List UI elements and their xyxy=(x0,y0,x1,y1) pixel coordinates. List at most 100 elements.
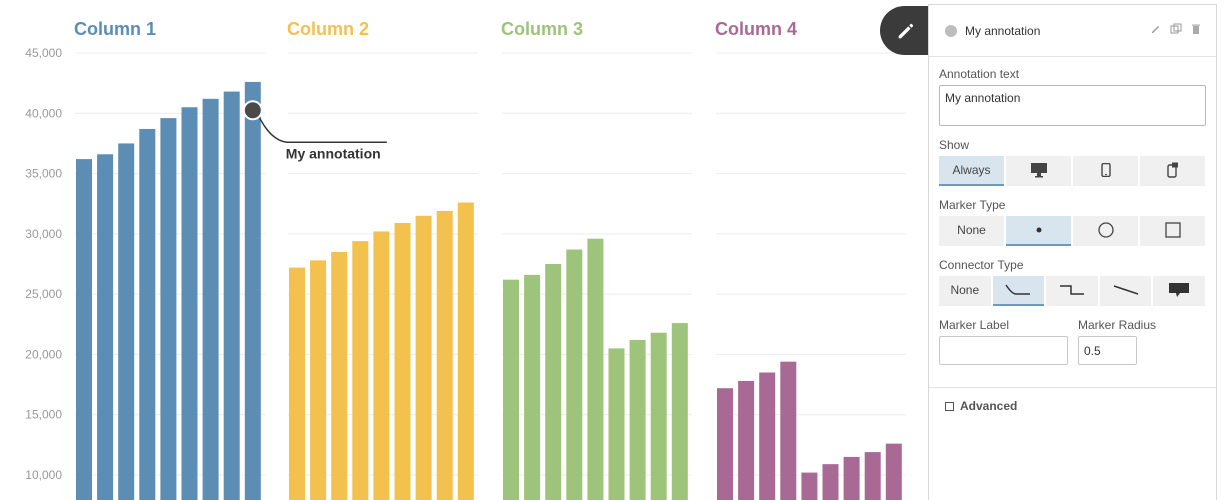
bar xyxy=(885,443,902,500)
panel-divider xyxy=(929,387,1216,388)
y-tick-label: 15,000 xyxy=(25,408,62,422)
connector-callout-option[interactable] xyxy=(1153,276,1205,306)
pencil-icon[interactable] xyxy=(1150,23,1162,37)
square-icon xyxy=(1164,222,1181,238)
connector-type-selector: None xyxy=(939,276,1205,306)
duplicate-icon[interactable] xyxy=(1170,23,1182,37)
annotation-label: My annotation xyxy=(286,145,381,161)
series-title: Column 3 xyxy=(501,19,583,39)
marker-type-label: Marker Type xyxy=(939,198,1006,212)
y-tick-label: 20,000 xyxy=(25,347,62,361)
show-selector: Always xyxy=(939,156,1205,186)
marker-circle-option[interactable] xyxy=(1073,216,1138,246)
series-title: Column 1 xyxy=(74,19,156,39)
bar xyxy=(202,98,219,500)
bar xyxy=(118,143,135,500)
annotation-text-input[interactable]: My annotation xyxy=(939,85,1206,126)
series-title: Column 2 xyxy=(287,19,369,39)
y-tick-label: 40,000 xyxy=(25,106,62,120)
annotation-text-label: Annotation text xyxy=(939,67,1020,81)
bar xyxy=(223,91,240,500)
bar xyxy=(181,107,198,500)
callout-icon xyxy=(1169,283,1190,297)
show-always-option[interactable]: Always xyxy=(939,156,1004,186)
bar xyxy=(780,361,797,500)
bar xyxy=(822,464,839,500)
connector-none-option[interactable]: None xyxy=(939,276,991,306)
bar xyxy=(160,118,177,500)
marker-square-option[interactable] xyxy=(1140,216,1205,246)
show-tablet-option[interactable] xyxy=(1140,156,1205,186)
connector-type-label: Connector Type xyxy=(939,258,1024,272)
marker-radius-label: Marker Radius xyxy=(1078,318,1157,332)
bar xyxy=(864,452,881,500)
bar xyxy=(289,267,305,500)
y-tick-label: 35,000 xyxy=(25,167,62,181)
bar xyxy=(524,274,541,500)
panel-title: My annotation xyxy=(965,23,1041,38)
bar xyxy=(545,264,562,500)
bar xyxy=(352,241,369,500)
straight-line-icon xyxy=(1113,285,1138,295)
marker-label-label: Marker Label xyxy=(939,318,1010,332)
bar xyxy=(331,251,348,500)
step-icon xyxy=(1059,285,1084,295)
marker-radius-input[interactable] xyxy=(1078,336,1137,365)
trash-icon[interactable] xyxy=(1190,23,1202,37)
bar xyxy=(244,81,261,500)
marker-type-selector: None xyxy=(939,216,1205,246)
bar xyxy=(801,472,818,500)
series-title: Column 4 xyxy=(715,19,797,39)
status-dot xyxy=(945,24,957,37)
y-tick-label: 10,000 xyxy=(25,468,62,482)
connector-elbow-curve-option[interactable] xyxy=(992,276,1045,306)
dot-icon xyxy=(1036,227,1041,233)
y-tick-label: 30,000 xyxy=(25,227,62,241)
annotation-marker xyxy=(242,100,263,121)
bar xyxy=(671,323,688,500)
bar xyxy=(373,231,390,500)
bar xyxy=(97,154,114,500)
bar xyxy=(436,210,453,500)
bar xyxy=(457,202,474,500)
elbow-curve-icon xyxy=(1005,284,1031,295)
annotation-connector xyxy=(258,115,387,144)
bar xyxy=(503,279,519,500)
circle-icon xyxy=(1097,222,1114,238)
marker-label-input[interactable] xyxy=(939,336,1068,365)
advanced-label: Advanced xyxy=(960,399,1018,413)
show-mobile-option[interactable] xyxy=(1073,156,1138,186)
edit-button[interactable] xyxy=(880,6,932,55)
show-desktop-option[interactable] xyxy=(1006,156,1071,186)
bar-chart: 45,000 40,000 35,000 30,000 25,000 20,000 15,0… xyxy=(25,19,906,500)
y-tick-label: 45,000 xyxy=(25,46,62,60)
bar xyxy=(310,260,327,500)
bar xyxy=(717,388,733,500)
y-tick-label: 25,000 xyxy=(25,287,62,301)
advanced-toggle[interactable]: Advanced xyxy=(945,399,1017,413)
connector-step-option[interactable] xyxy=(1046,276,1098,306)
mobile-icon xyxy=(1100,163,1111,177)
bar xyxy=(587,238,604,500)
bar xyxy=(629,339,646,500)
advanced-checkbox[interactable] xyxy=(945,401,954,411)
annotation-panel: My annotation Annotation text My annotat… xyxy=(928,4,1217,500)
panel-header: My annotation xyxy=(929,5,1216,57)
bar xyxy=(139,128,156,500)
bar xyxy=(738,380,755,500)
bar xyxy=(608,348,625,500)
desktop-icon xyxy=(1030,163,1047,178)
bar xyxy=(76,159,92,500)
bar xyxy=(759,372,776,500)
tablet-icon xyxy=(1166,162,1178,178)
connector-straight-option[interactable] xyxy=(1099,276,1152,306)
bar xyxy=(650,332,667,500)
bar xyxy=(415,215,432,500)
marker-dot-option[interactable] xyxy=(1006,216,1071,246)
bar xyxy=(843,456,860,500)
show-label: Show xyxy=(939,138,970,152)
marker-none-option[interactable]: None xyxy=(939,216,1004,246)
bar xyxy=(566,249,583,500)
bar xyxy=(394,223,411,500)
